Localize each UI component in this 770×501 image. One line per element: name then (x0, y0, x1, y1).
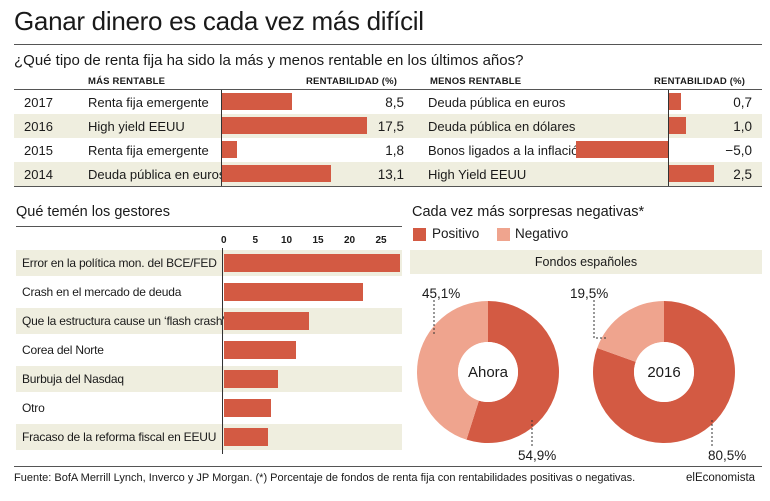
pie-leader-negative (593, 300, 606, 339)
pie-center-hole (634, 342, 694, 402)
table-header-rule (14, 89, 762, 90)
most-profitable-label: Deuda pública en euros (88, 167, 226, 182)
most-profitable-value-header: RENTABILIDAD (%) (306, 76, 398, 87)
fears-category-label: Error en la política mon. del BCE/FED (22, 256, 217, 270)
fears-bar (224, 399, 272, 417)
most-profitable-label: High yield EEUU (88, 119, 185, 134)
fears-tick-label: 0 (221, 235, 227, 246)
returns-year: 2016 (24, 119, 53, 134)
title-divider (14, 44, 762, 45)
least-profitable-label: High Yield EEUU (428, 167, 527, 182)
page-subtitle: ¿Qué tipo de renta fija ha sido la más y… (14, 52, 524, 69)
fears-tick-label: 15 (312, 235, 324, 246)
fears-row: Crash en el mercado de deuda (16, 279, 402, 305)
pie-slice-negative (417, 301, 488, 440)
footer-divider (14, 466, 762, 467)
managers-fears-rule (16, 226, 402, 227)
fears-tick-label: 10 (281, 235, 293, 246)
least-profitable-value: 2,5 (733, 167, 752, 182)
pie-center-label: Ahora (468, 364, 509, 381)
least-profitable-bar (668, 117, 687, 134)
returns-year: 2017 (24, 95, 53, 110)
fears-tick-label: 25 (375, 235, 387, 246)
source-note: Fuente: BofA Merrill Lynch, Inverco y JP… (14, 472, 636, 484)
returns-row: 2017 Renta fija emergente 8,5 Deuda pública… (14, 90, 762, 114)
fears-category-label: Que la estructura cause un ‘flash crash’ (22, 314, 225, 328)
least-profitable-label: Deuda pública en dólares (428, 119, 576, 134)
pie-center-hole (458, 342, 518, 402)
returns-row: 2015 Renta fija emergente 1,8 Bonos ligados… (14, 138, 762, 162)
pie-positive-value: 80,5% (708, 448, 746, 463)
fears-row: Corea del Norte (16, 337, 402, 363)
returns-table-bottom-rule (14, 186, 762, 187)
pie-slice-positive (593, 301, 735, 443)
least-profitable-axis (668, 90, 669, 186)
surprises-title: Cada vez más sorpresas negativas* (412, 204, 645, 220)
legend-negative-label: Negativo (515, 226, 569, 241)
fears-row: Burbuja del Nasdaq (16, 366, 402, 392)
fears-row: Error en la política mon. del BCE/FED (16, 250, 402, 276)
fears-category-label: Fracaso de la reforma fiscal en EEUU (22, 430, 217, 444)
fears-bar (224, 312, 310, 330)
least-profitable-bar (576, 141, 668, 158)
fears-row: Otro (16, 395, 402, 421)
most-profitable-header: MÁS RENTABLE (88, 76, 166, 87)
fears-category-label: Corea del Norte (22, 343, 104, 357)
most-profitable-bar (222, 93, 293, 110)
brand-logo: elEconomista (686, 472, 756, 484)
legend-positive-swatch (413, 228, 426, 241)
least-profitable-header: MENOS RENTABLE (430, 76, 522, 87)
legend-negative-swatch (497, 228, 510, 241)
most-profitable-bar (222, 141, 237, 158)
pie-slice-negative (597, 301, 664, 362)
most-profitable-value: 1,8 (385, 143, 404, 158)
page-title: Ganar dinero es cada vez más difícil (14, 6, 424, 36)
pie-slice-positive (466, 301, 560, 444)
fears-bar (224, 254, 401, 272)
funds-panel-header (410, 250, 762, 274)
most-profitable-bar (222, 165, 331, 182)
most-profitable-axis (221, 90, 222, 186)
most-profitable-bar (222, 117, 367, 134)
returns-year: 2015 (24, 143, 53, 158)
fears-category-label: Burbuja del Nasdaq (22, 372, 124, 386)
most-profitable-value: 13,1 (377, 167, 404, 182)
fears-tick-label: 5 (252, 235, 259, 246)
fears-bar (224, 428, 269, 446)
fears-row: Que la estructura cause un ‘flash crash’ (16, 308, 402, 334)
funds-panel-label: Fondos españoles (534, 255, 638, 269)
legend-positive-label: Positivo (432, 226, 480, 241)
fears-row: Fracaso de la reforma fiscal en EEUU (16, 424, 402, 450)
fears-tick-label: 20 (344, 235, 356, 246)
least-profitable-value: −5,0 (725, 143, 752, 158)
pie-positive-value: 54,9% (518, 448, 556, 463)
least-profitable-bar (668, 93, 681, 110)
managers-fears-title: Qué temén los gestores (16, 204, 170, 220)
returns-year: 2014 (24, 167, 53, 182)
fears-bar (224, 283, 363, 301)
pie-center-label: 2016 (647, 364, 680, 381)
least-profitable-label: Deuda pública en euros (428, 95, 566, 110)
least-profitable-value: 1,0 (733, 119, 752, 134)
returns-row: 2014 Deuda pública en euros 13,1 High Yield… (14, 162, 762, 186)
most-profitable-value: 17,5 (377, 119, 404, 134)
most-profitable-label: Renta fija emergente (88, 95, 209, 110)
fears-axis-line (222, 248, 223, 454)
least-profitable-label: Bonos ligados a la inflación (428, 143, 586, 158)
fears-category-label: Crash en el mercado de deuda (22, 285, 182, 299)
fears-category-label: Otro (22, 401, 45, 415)
fears-bar (224, 341, 297, 359)
least-profitable-bar (668, 165, 714, 182)
least-profitable-value-header: RENTABILIDAD (%) (654, 76, 746, 87)
returns-row: 2016 High yield EEUU 17,5 Deuda pública en … (14, 114, 762, 138)
most-profitable-label: Renta fija emergente (88, 143, 209, 158)
least-profitable-value: 0,7 (733, 95, 752, 110)
most-profitable-value: 8,5 (385, 95, 404, 110)
pie-negative-value: 19,5% (570, 286, 608, 301)
pie-negative-value: 45,1% (422, 286, 460, 301)
fears-bar (224, 370, 278, 388)
